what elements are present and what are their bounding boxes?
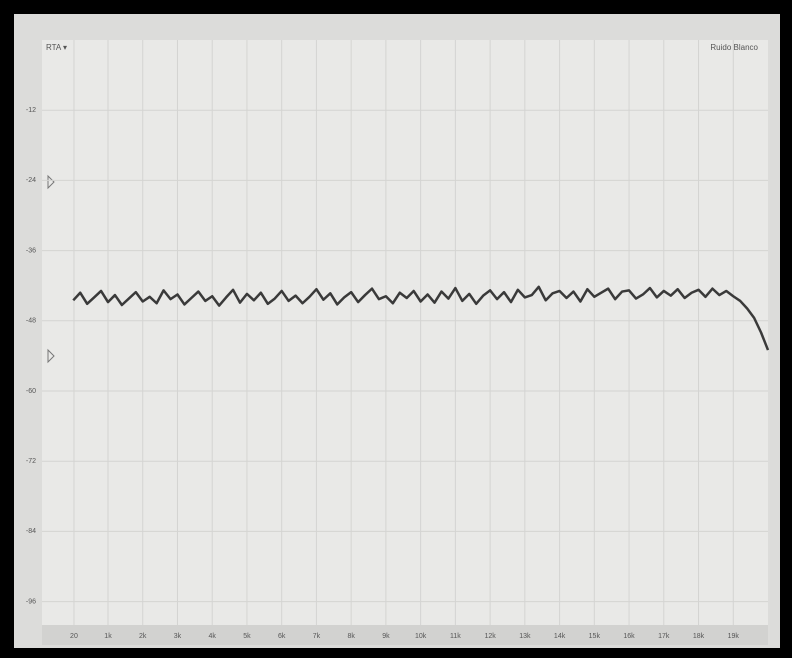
x-tick-label: 18k bbox=[693, 633, 705, 640]
plot-area bbox=[42, 40, 768, 625]
y-tick-label: -12 bbox=[26, 107, 36, 114]
x-tick-label: 12k bbox=[484, 633, 496, 640]
x-tick-label: 14k bbox=[554, 633, 566, 640]
y-tick-label: -84 bbox=[26, 528, 36, 535]
line bbox=[72, 285, 770, 351]
x-tick-label: 15k bbox=[589, 633, 601, 640]
x-tick-label: 1k bbox=[104, 633, 112, 640]
chart-title: RTA ▾ bbox=[46, 43, 67, 52]
series-name: Ruido Blanco bbox=[710, 43, 758, 52]
x-tick-label: 6k bbox=[278, 633, 286, 640]
marker bbox=[47, 348, 55, 364]
y-tick-label: -72 bbox=[26, 458, 36, 465]
x-tick-label: 8k bbox=[347, 633, 355, 640]
marker bbox=[47, 174, 55, 190]
x-tick-label: 13k bbox=[519, 633, 531, 640]
x-tick-label: 9k bbox=[382, 633, 390, 640]
x-tick-label: 20 bbox=[70, 633, 78, 640]
x-tick-label: 11k bbox=[450, 633, 461, 640]
y-tick-label: -36 bbox=[26, 247, 36, 254]
x-axis-strip bbox=[42, 625, 768, 645]
y-tick-label: -96 bbox=[26, 598, 36, 605]
y-tick-label: -60 bbox=[26, 388, 36, 395]
x-tick-label: 5k bbox=[243, 633, 251, 640]
x-tick-label: 2k bbox=[139, 633, 147, 640]
x-tick-label: 3k bbox=[174, 633, 182, 640]
x-tick-label: 4k bbox=[209, 633, 217, 640]
x-tick-label: 16k bbox=[623, 633, 635, 640]
x-tick-label: 10k bbox=[415, 633, 427, 640]
x-tick-label: 7k bbox=[313, 633, 321, 640]
y-tick-label: -24 bbox=[26, 177, 36, 184]
x-tick-label: 19k bbox=[728, 633, 740, 640]
y-tick-label: -48 bbox=[26, 318, 36, 325]
x-tick-label: 17k bbox=[658, 633, 670, 640]
